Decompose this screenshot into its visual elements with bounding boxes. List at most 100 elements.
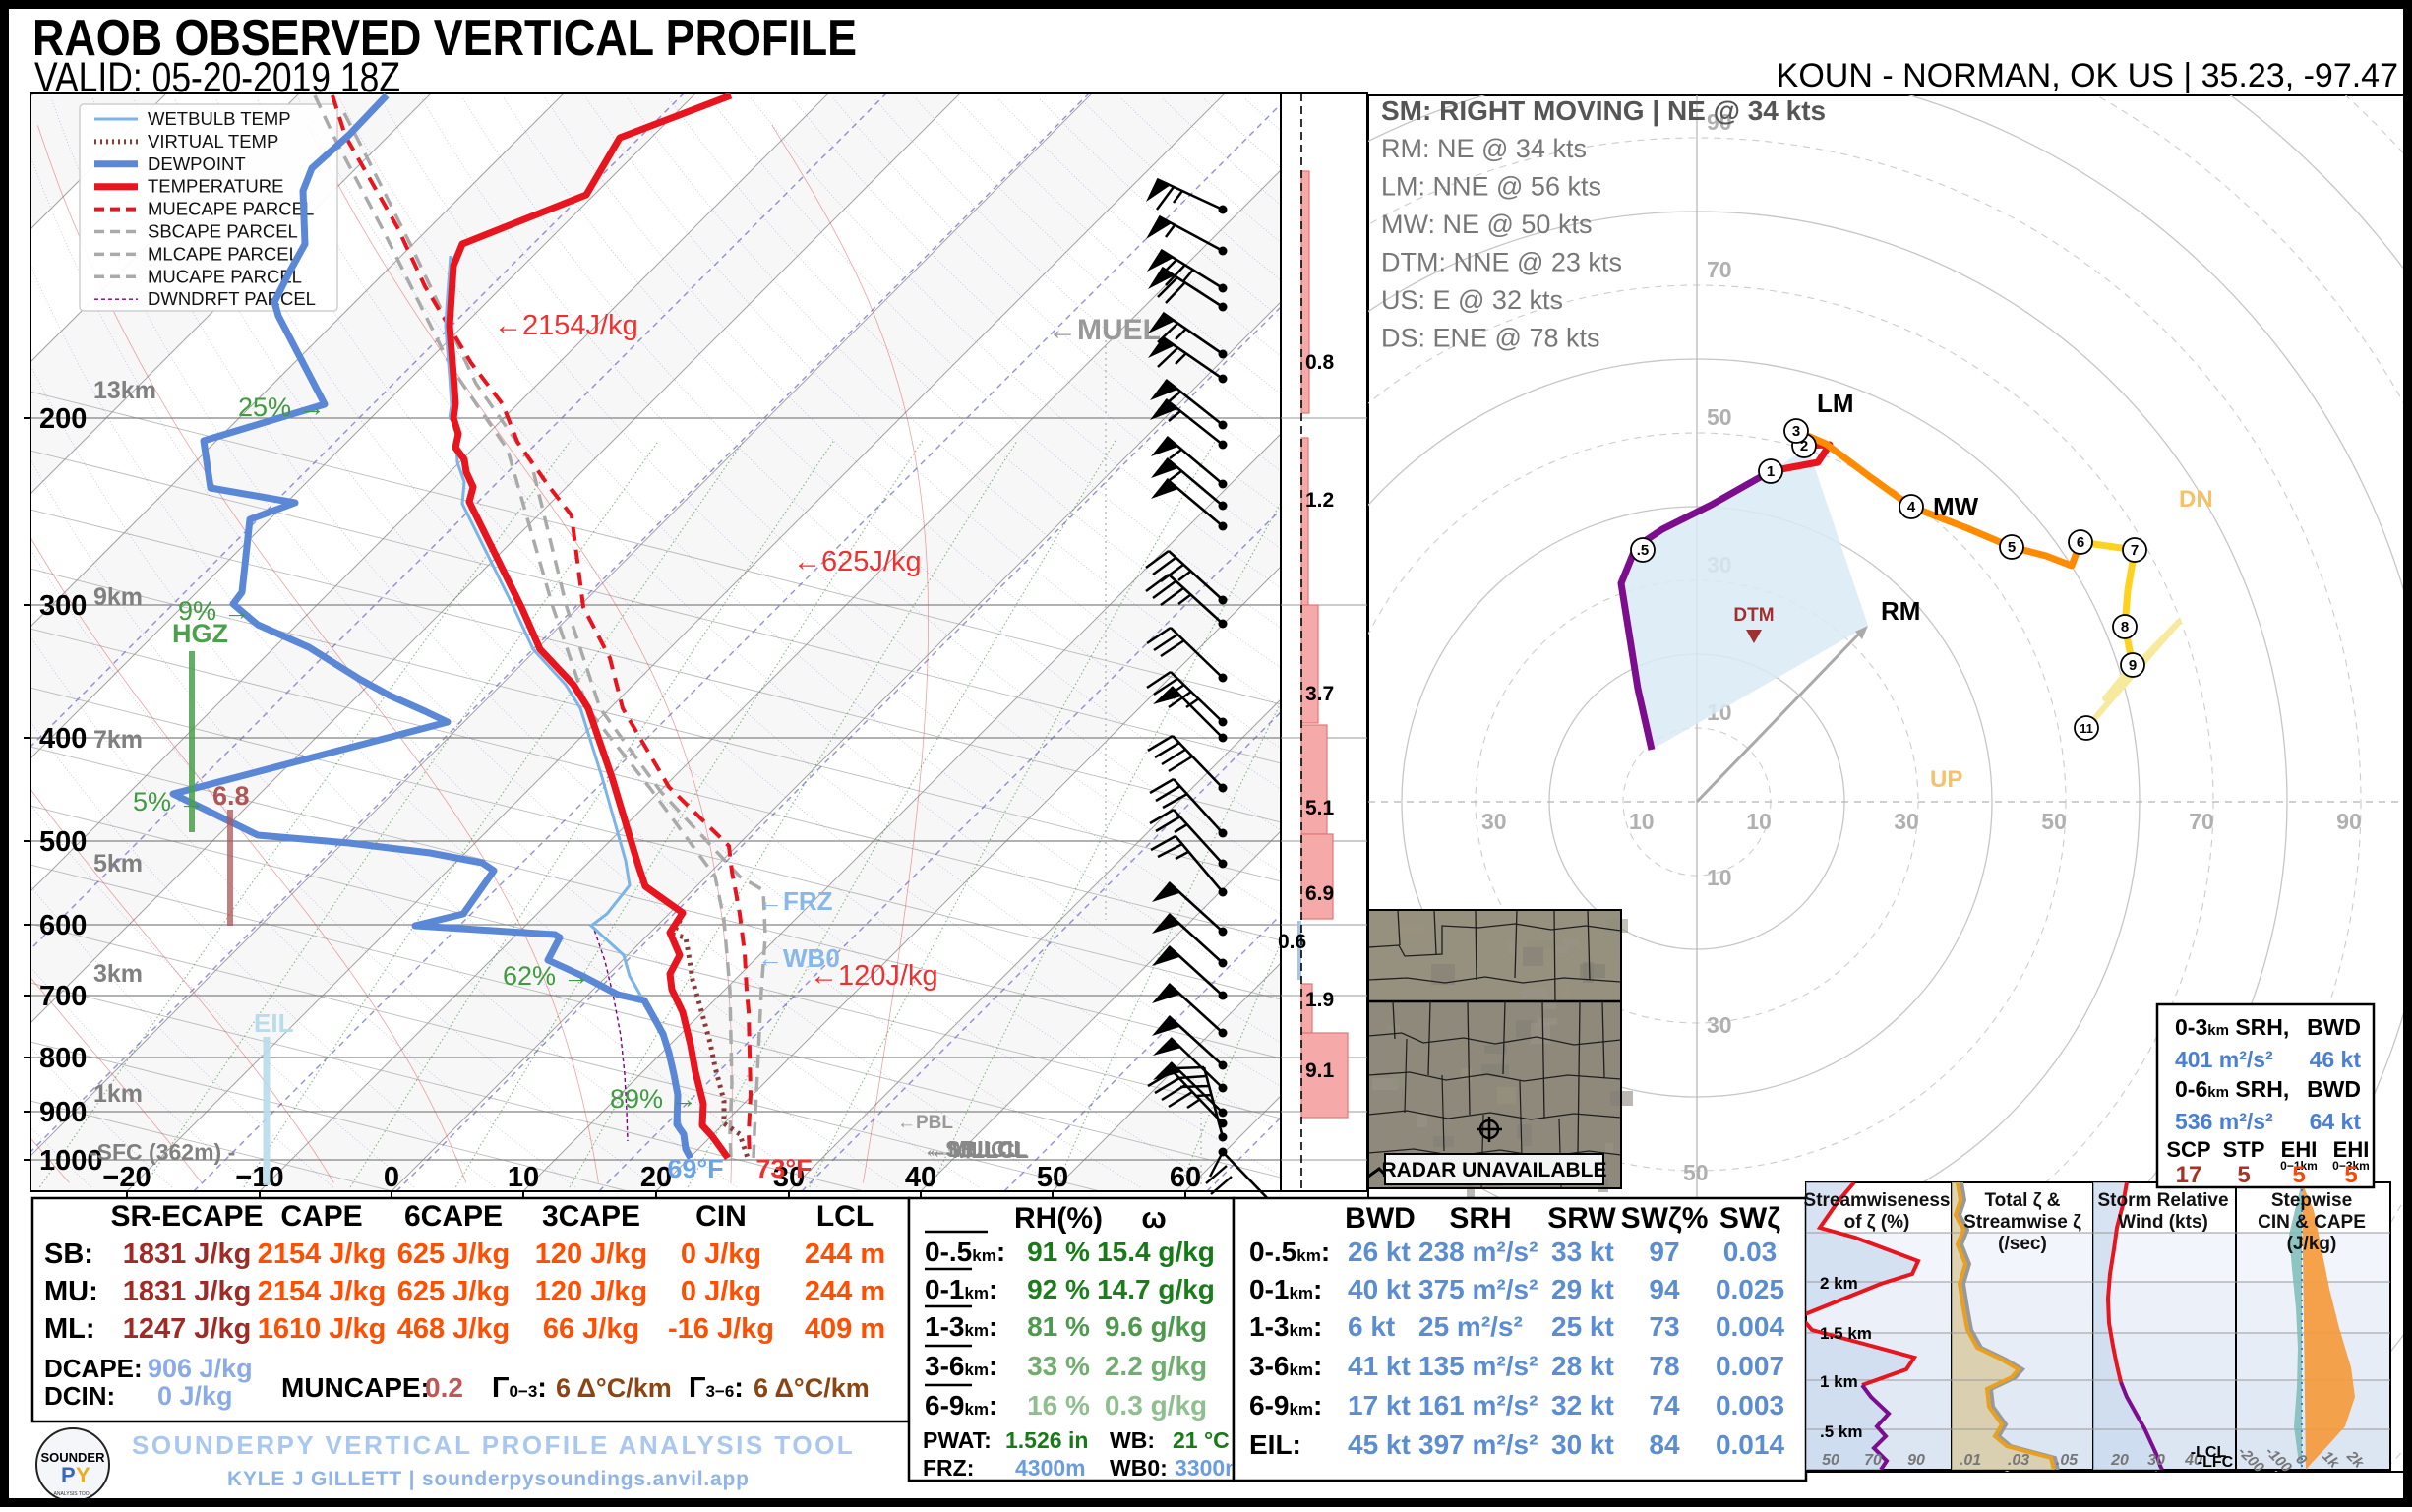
svg-text:-LCL: -LCL [2191, 1444, 2227, 1461]
svg-text:6.8: 6.8 [212, 781, 250, 811]
svg-text:1831 J/kg: 1831 J/kg [123, 1276, 252, 1307]
svg-text:6CAPE: 6CAPE [404, 1200, 503, 1233]
svg-text:1 km: 1 km [1820, 1372, 1858, 1391]
svg-text:DN: DN [2179, 486, 2213, 513]
svg-text:33 %: 33 % [1027, 1351, 1090, 1381]
svg-text:1: 1 [1767, 463, 1775, 480]
svg-text:7km: 7km [93, 726, 143, 754]
svg-text:5.1: 5.1 [1305, 797, 1335, 819]
svg-text:401 m²/s²: 401 m²/s² [2175, 1047, 2273, 1072]
svg-text:0 J/kg: 0 J/kg [681, 1276, 761, 1307]
svg-text:P: P [61, 1463, 76, 1487]
svg-text:←120J/kg: ←120J/kg [810, 960, 938, 992]
svg-text:LM: NNE @ 56 kts: LM: NNE @ 56 kts [1381, 172, 1601, 202]
svg-text:DTM: DTM [1733, 605, 1774, 626]
svg-text:MUECAPE PARCEL: MUECAPE PARCEL [148, 199, 314, 219]
svg-text:1000: 1000 [39, 1145, 103, 1177]
svg-text:120 J/kg: 120 J/kg [535, 1239, 647, 1270]
svg-text:40: 40 [2184, 1452, 2202, 1469]
svg-text:HGZ: HGZ [172, 619, 228, 648]
svg-text:161 m²/s²: 161 m²/s² [1418, 1390, 1538, 1421]
svg-text:US: E @ 32 kts: US: E @ 32 kts [1381, 285, 1563, 315]
svg-text:Total ζ &: Total ζ & [1984, 1190, 2060, 1211]
svg-text:6-9km:: 6-9km: [1249, 1390, 1322, 1421]
svg-text:135 m²/s²: 135 m²/s² [1418, 1351, 1538, 1381]
svg-text:1.526 in: 1.526 in [1005, 1427, 1088, 1453]
svg-text:MUCAPE PARCEL: MUCAPE PARCEL [148, 266, 302, 286]
svg-text:45 kt: 45 kt [1348, 1429, 1411, 1460]
svg-text:MW: MW [1933, 492, 1979, 521]
svg-text:30: 30 [1707, 1012, 1732, 1038]
svg-text:40 kt: 40 kt [1348, 1274, 1411, 1304]
svg-text:500: 500 [39, 826, 87, 858]
svg-text:1247 J/kg: 1247 J/kg [123, 1313, 252, 1345]
svg-text:94: 94 [1649, 1274, 1680, 1304]
svg-text:CAPE: CAPE [280, 1200, 362, 1233]
svg-text:0.8: 0.8 [1305, 351, 1335, 374]
svg-text:-LFC: -LFC [2198, 1454, 2234, 1471]
svg-text:RM: NE @ 34 kts: RM: NE @ 34 kts [1381, 134, 1587, 163]
svg-text:50: 50 [1683, 1160, 1709, 1185]
svg-text:70: 70 [2189, 809, 2214, 834]
svg-text:5: 5 [2292, 1162, 2305, 1188]
svg-text:26 kt: 26 kt [1348, 1237, 1411, 1267]
svg-text:9% →: 9% → [178, 596, 251, 626]
svg-text:20: 20 [2110, 1452, 2129, 1469]
svg-text:MLCAPE PARCEL: MLCAPE PARCEL [148, 243, 299, 264]
svg-text:1.9: 1.9 [1305, 989, 1334, 1011]
svg-text:5% →: 5% → [133, 787, 206, 816]
svg-text:0: 0 [384, 1162, 399, 1193]
svg-text:64 kt: 64 kt [2310, 1109, 2362, 1134]
svg-text:9.1: 9.1 [1305, 1059, 1335, 1082]
svg-text:0.025: 0.025 [1716, 1274, 1784, 1304]
svg-text:8: 8 [2121, 619, 2129, 635]
svg-text:0 J/kg: 0 J/kg [157, 1381, 233, 1411]
svg-text:VIRTUAL TEMP: VIRTUAL TEMP [148, 131, 278, 151]
svg-text:90: 90 [1907, 1452, 1925, 1469]
svg-text:ω: ω [1141, 1202, 1166, 1235]
svg-text:←FRZ: ←FRZ [757, 886, 833, 916]
svg-text:2154 J/kg: 2154 J/kg [258, 1239, 387, 1270]
svg-text:46 kt: 46 kt [2310, 1047, 2362, 1072]
svg-text:2154 J/kg: 2154 J/kg [258, 1276, 387, 1307]
svg-text:30 kt: 30 kt [1551, 1429, 1614, 1460]
svg-text:13km: 13km [93, 377, 156, 404]
svg-text:SWζ%: SWζ% [1621, 1202, 1709, 1235]
svg-text:DEWPOINT: DEWPOINT [148, 153, 246, 174]
svg-text:DTM: NNE @ 23 kts: DTM: NNE @ 23 kts [1381, 248, 1622, 277]
svg-text:10: 10 [1746, 809, 1772, 834]
svg-text:0.007: 0.007 [1716, 1351, 1784, 1381]
svg-text:EIL:: EIL: [1249, 1429, 1301, 1460]
svg-text:ML:: ML: [44, 1313, 95, 1345]
svg-text:1.2: 1.2 [1305, 489, 1334, 512]
svg-text:409 m: 409 m [805, 1313, 885, 1345]
svg-text:Storm Relative: Storm Relative [2097, 1190, 2228, 1211]
svg-text:375 m²/s²: 375 m²/s² [1418, 1274, 1538, 1304]
svg-text:10: 10 [1707, 865, 1732, 890]
svg-text:.5: .5 [1637, 542, 1650, 559]
svg-text:73: 73 [1649, 1311, 1679, 1342]
svg-text:←625J/kg: ←625J/kg [793, 546, 922, 577]
svg-text:SBCAPE PARCEL: SBCAPE PARCEL [148, 221, 298, 242]
svg-text:3CAPE: 3CAPE [542, 1200, 640, 1233]
svg-text:MW: NE @ 50 kts: MW: NE @ 50 kts [1381, 210, 1592, 239]
svg-text:70: 70 [1707, 257, 1732, 282]
svg-text:400: 400 [39, 723, 87, 755]
svg-text:3km: 3km [93, 960, 143, 988]
svg-text:0 J/kg: 0 J/kg [681, 1239, 761, 1270]
svg-text:90: 90 [2336, 809, 2362, 834]
svg-text:600: 600 [39, 910, 87, 941]
svg-text:10: 10 [1629, 809, 1655, 834]
svg-text:89% →: 89% → [610, 1084, 697, 1114]
svg-text:238 m²/s²: 238 m²/s² [1418, 1237, 1538, 1267]
svg-text:3: 3 [1792, 423, 1800, 440]
svg-text:81 %: 81 % [1027, 1311, 1090, 1342]
svg-text:7: 7 [2131, 542, 2139, 559]
svg-text:DCAPE:: DCAPE: [44, 1354, 143, 1383]
svg-text:Γ3−6:: Γ3−6: [689, 1372, 744, 1404]
svg-text:40: 40 [905, 1162, 936, 1193]
svg-text:EHI: EHI [2281, 1137, 2318, 1162]
svg-text:SCP: SCP [2166, 1137, 2210, 1162]
svg-text:9: 9 [2129, 657, 2137, 674]
svg-text:.01: .01 [1960, 1452, 1981, 1469]
